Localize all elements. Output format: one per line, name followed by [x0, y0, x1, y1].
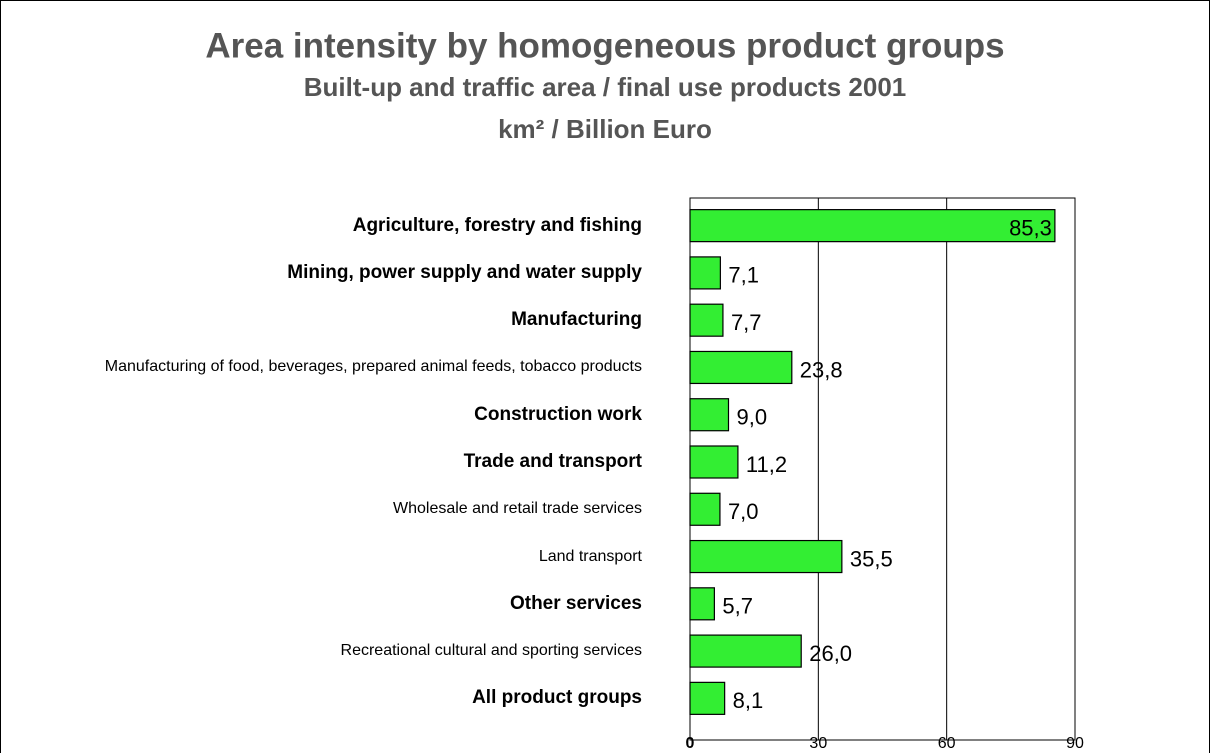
- value-label: 7,0: [728, 499, 759, 524]
- bar: [689, 256, 721, 290]
- category-label: Construction work: [474, 403, 642, 425]
- value-label: 35,5: [850, 546, 893, 571]
- category-label: Wholesale and retail trade services: [392, 500, 642, 518]
- bar: [689, 634, 802, 668]
- category-label: Mining, power supply and water supply: [287, 261, 642, 283]
- category-label: All product groups: [472, 687, 642, 709]
- bar: [689, 539, 843, 574]
- value-label: 9,0: [737, 405, 768, 430]
- chart-subtitle: Built-up and traffic area / final use pr…: [304, 72, 906, 102]
- bar: [689, 350, 793, 385]
- value-label: 11,2: [746, 452, 787, 477]
- x-tick-label: 30: [809, 735, 827, 752]
- value-label: 23,8: [800, 357, 843, 382]
- value-label: 26,0: [809, 641, 852, 666]
- category-label: Manufacturing: [511, 309, 642, 331]
- value-label: 85,3: [1009, 215, 1052, 240]
- value-label: 8,1: [733, 688, 764, 713]
- category-label: Land transport: [538, 547, 642, 565]
- category-label: Manufacturing of food, beverages, prepar…: [104, 358, 642, 376]
- bar: [689, 398, 730, 432]
- x-tick-label: 0: [686, 735, 695, 752]
- x-tick-label: 60: [938, 735, 956, 752]
- value-label: 5,7: [722, 594, 753, 619]
- category-label: Agriculture, forestry and fishing: [352, 214, 642, 236]
- bar: [689, 209, 1056, 243]
- x-tick-label: 90: [1066, 735, 1084, 752]
- bar: [689, 303, 724, 337]
- unit-label: km² / Billion Euro: [498, 114, 712, 144]
- bar: [689, 681, 726, 715]
- category-label: Recreational cultural and sporting servi…: [340, 642, 642, 660]
- value-label: 7,7: [731, 310, 762, 335]
- bar: [689, 587, 715, 621]
- chart-title: Area intensity by homogeneous product gr…: [205, 26, 1004, 65]
- category-label: Other services: [509, 592, 642, 614]
- category-label: Trade and transport: [463, 451, 642, 472]
- bar: [689, 445, 739, 479]
- bar: [689, 492, 721, 526]
- value-label: 7,1: [728, 263, 759, 288]
